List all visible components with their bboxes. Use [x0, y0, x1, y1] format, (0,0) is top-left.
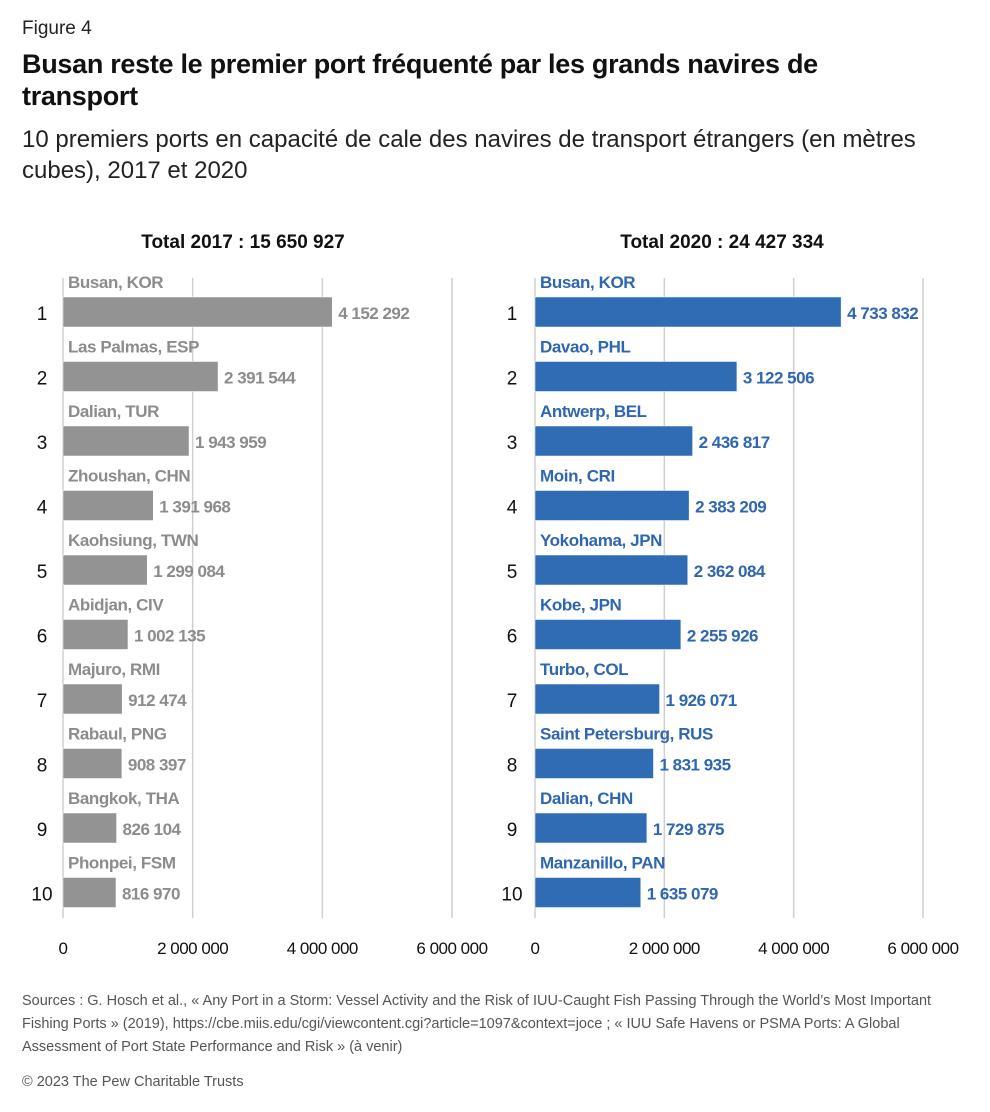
rank-label: 6	[507, 627, 518, 648]
rank-label: 1	[37, 304, 48, 325]
value-label: 1 943 959	[195, 433, 266, 452]
port-label: Turbo, COL	[540, 660, 628, 679]
rank-label: 10	[31, 885, 52, 906]
charts-area: Total 2017 : 15 650 927 0 2 000 000 4 000 0…	[31, 232, 959, 958]
value-label: 1 926 071	[666, 691, 737, 710]
chart-subtitle: 10 premiers ports en capacité de cale de…	[22, 126, 916, 184]
port-label: Abidjan, CIV	[68, 596, 164, 615]
bar	[534, 361, 738, 392]
panel-title: Total 2020 : 24 427 334	[620, 232, 824, 253]
value-label: 912 474	[128, 691, 187, 710]
value-label: 1 729 875	[653, 820, 724, 839]
value-label: 816 970	[122, 885, 180, 904]
bar	[62, 812, 117, 844]
x-tick-label: 4 000 000	[758, 939, 829, 958]
value-label: 3 122 506	[743, 369, 814, 388]
rank-label: 2	[507, 369, 518, 390]
x-tick-label: 0	[59, 939, 68, 958]
x-tick-label: 6 000 000	[887, 939, 958, 958]
rank-label: 4	[507, 498, 518, 519]
x-tick-label: 2 000 000	[629, 939, 700, 958]
rank-label: 2	[37, 369, 48, 390]
port-label: Las Palmas, ESP	[68, 338, 199, 357]
port-label: Dalian, TUR	[68, 402, 159, 421]
rank-label: 8	[37, 756, 48, 777]
port-label: Phonpei, FSM	[68, 854, 176, 873]
value-label: 4 733 832	[847, 304, 918, 323]
bar	[62, 683, 123, 715]
value-label: 2 391 544	[224, 369, 296, 388]
bar	[62, 490, 154, 521]
bar	[62, 425, 190, 457]
chart-2017: Total 2017 : 15 650 927 0 2 000 000 4 000 0…	[31, 232, 488, 958]
value-label: 2 436 817	[699, 433, 770, 452]
rank-label: 10	[501, 885, 522, 906]
copyright: © 2023 The Pew Charitable Trusts	[22, 1074, 244, 1090]
value-label: 1 299 084	[153, 562, 225, 581]
rank-label: 5	[507, 562, 518, 583]
sources-note: Sources : G. Hosch et al., « Any Port in…	[22, 993, 932, 1055]
value-label: 1 635 079	[647, 885, 718, 904]
rank-label: 3	[507, 433, 518, 454]
bar	[534, 812, 648, 844]
value-label: 2 255 926	[687, 627, 758, 646]
bar	[534, 619, 682, 650]
port-label: Yokohama, JPN	[540, 531, 662, 550]
bar	[62, 554, 148, 586]
bar	[534, 748, 654, 779]
panel-title: Total 2017 : 15 650 927	[141, 232, 345, 253]
rank-label: 1	[507, 304, 518, 325]
value-label: 2 383 209	[695, 498, 766, 517]
port-label: Kobe, JPN	[540, 596, 622, 615]
value-label: 1 831 935	[659, 756, 730, 775]
rank-label: 6	[37, 627, 48, 648]
port-label: Kaohsiung, TWN	[68, 531, 199, 550]
bar	[534, 877, 641, 908]
value-label: 908 397	[128, 756, 186, 775]
chart-title: Busan reste le premier port fréquenté pa…	[22, 49, 818, 111]
bar	[62, 296, 333, 328]
port-label: Zhoushan, CHN	[68, 467, 190, 486]
value-label: 4 152 292	[338, 304, 409, 323]
port-label: Moin, CRI	[540, 467, 615, 486]
bar	[534, 490, 690, 521]
x-tick-label: 6 000 000	[416, 939, 487, 958]
value-label: 1 391 968	[159, 498, 230, 517]
bar	[534, 554, 688, 586]
bar	[62, 748, 123, 779]
bar	[534, 683, 660, 715]
value-label: 1 002 135	[134, 627, 205, 646]
port-label: Bangkok, THA	[68, 789, 180, 808]
rank-label: 7	[37, 691, 48, 712]
rank-label: 9	[507, 820, 518, 841]
chart-2020: Total 2020 : 24 427 334 0 2 000 000 4 000 0…	[501, 232, 959, 958]
value-label: 826 104	[123, 820, 182, 839]
figure-label: Figure 4	[22, 18, 92, 39]
port-label: Majuro, RMI	[68, 660, 160, 679]
port-label: Antwerp, BEL	[540, 402, 647, 421]
rank-label: 4	[37, 498, 48, 519]
bar	[534, 296, 842, 328]
value-label: 2 362 084	[694, 562, 766, 581]
port-label: Rabaul, PNG	[68, 725, 167, 744]
x-tick-label: 4 000 000	[287, 939, 358, 958]
bar	[534, 425, 693, 457]
port-label: Busan, KOR	[540, 273, 635, 292]
x-tick-label: 0	[531, 939, 540, 958]
port-label: Davao, PHL	[540, 338, 630, 357]
rank-label: 3	[37, 433, 48, 454]
bar	[62, 361, 219, 392]
rank-label: 9	[37, 820, 48, 841]
rank-label: 8	[507, 756, 518, 777]
rank-label: 7	[507, 691, 518, 712]
rank-label: 5	[37, 562, 48, 583]
bar	[62, 619, 129, 650]
port-label: Dalian, CHN	[540, 789, 633, 808]
x-tick-label: 2 000 000	[157, 939, 228, 958]
port-label: Saint Petersburg, RUS	[540, 725, 713, 744]
port-label: Manzanillo, PAN	[540, 854, 665, 873]
bar	[62, 877, 117, 908]
port-label: Busan, KOR	[68, 273, 163, 292]
